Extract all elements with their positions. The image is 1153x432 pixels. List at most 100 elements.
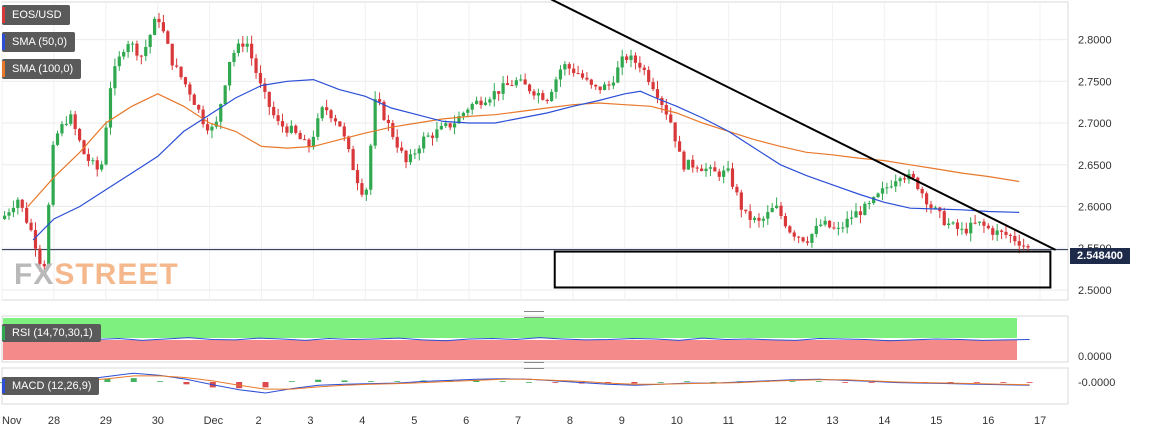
candle-body: [686, 159, 690, 170]
candle-body: [227, 61, 232, 86]
candle-body: [947, 223, 951, 226]
candle-body: [179, 66, 183, 78]
candle-body: [166, 31, 170, 44]
rsi-text: RSI (14,70,30,1): [12, 327, 93, 339]
macd-histogram-bar: [710, 382, 717, 383]
pane-resize-handle-macd[interactable]: [524, 362, 544, 369]
candle-body: [250, 43, 254, 59]
candle-body: [417, 148, 421, 154]
candle-body: [161, 22, 166, 32]
x-tick-label: 9: [619, 415, 625, 427]
candle-body: [797, 236, 801, 238]
candle-body: [704, 168, 708, 172]
candle-body: [779, 205, 783, 217]
candle-body: [197, 104, 201, 110]
candle-body: [691, 159, 695, 168]
macd-text: MACD (12,26,9): [12, 380, 92, 392]
candle-body: [404, 150, 408, 163]
candle-body: [148, 35, 152, 47]
candle-body: [175, 65, 179, 67]
candle-body: [192, 94, 196, 105]
candle-body: [554, 79, 558, 92]
candle-body: [602, 84, 607, 91]
pane-resize-handle-rsi[interactable]: [524, 311, 544, 318]
candle-body: [920, 188, 924, 194]
candle-body: [576, 73, 580, 75]
candle-body: [55, 133, 60, 145]
candle-body: [130, 43, 135, 45]
macd-histogram-bar: [684, 381, 691, 383]
candle-body: [757, 217, 761, 221]
candle-body: [611, 82, 615, 86]
candle-body: [86, 154, 91, 161]
candle-body: [479, 100, 483, 105]
fxstreet-watermark: FXSTREET: [14, 258, 179, 292]
candle-body: [272, 106, 276, 116]
y-tick-label: 2.6500: [1078, 160, 1112, 172]
candle-body: [902, 178, 907, 180]
symbol-label[interactable]: EOS/USD: [2, 5, 70, 25]
macd-histogram-bar: [367, 381, 374, 383]
candle-body: [783, 216, 788, 227]
candle-body: [850, 217, 854, 219]
candle-body: [11, 207, 16, 213]
candle-body: [466, 109, 470, 113]
candle-body: [647, 69, 651, 83]
candle-body: [188, 84, 192, 95]
candle-body: [47, 204, 51, 267]
macd-histogram-bar: [288, 381, 295, 383]
candle-body: [408, 154, 413, 163]
candle-body: [338, 121, 342, 127]
candle-body: [682, 151, 686, 170]
candle-body: [1008, 234, 1013, 236]
candle-body: [541, 93, 545, 100]
candle-body: [713, 167, 717, 172]
candle-body: [25, 207, 29, 223]
candle-body: [33, 230, 38, 249]
candle-body: [898, 178, 902, 182]
candle-body: [113, 66, 117, 89]
symbol-swatch: [2, 7, 5, 23]
x-tick-label: 17: [1034, 415, 1046, 427]
candle-body: [7, 212, 11, 216]
candle-body: [126, 44, 130, 52]
y-tick-label: 2.8000: [1078, 35, 1112, 47]
candle-body: [219, 103, 223, 122]
candle-body: [430, 135, 435, 138]
candle-body: [558, 69, 563, 80]
candle-body: [91, 160, 95, 162]
x-tick-label: 3: [307, 415, 313, 427]
sma100-legend[interactable]: SMA (100,0): [2, 59, 82, 79]
rsi-legend[interactable]: RSI (14,70,30,1): [2, 324, 101, 342]
candle-body: [307, 139, 311, 148]
sma50-line: [32, 78, 1020, 241]
y-tick-label: 2.6000: [1078, 202, 1112, 214]
candle-body: [519, 79, 523, 81]
candle-body: [876, 193, 880, 198]
candle-body: [347, 136, 351, 150]
candle-body: [117, 56, 121, 67]
candle-body: [527, 84, 532, 92]
candle-body: [483, 102, 488, 105]
candle-body: [241, 43, 245, 47]
macd-histogram-bar: [1026, 382, 1033, 383]
candle-body: [214, 121, 218, 127]
candle-body: [823, 220, 827, 225]
candle-body: [964, 228, 968, 234]
x-tick-label: 15: [930, 415, 942, 427]
candle-body: [201, 109, 205, 125]
sma50-legend[interactable]: SMA (50,0): [2, 32, 76, 52]
y-tick-label: 2.7500: [1078, 76, 1112, 88]
macd-legend[interactable]: MACD (12,26,9): [2, 377, 100, 395]
candle-body: [536, 93, 540, 96]
candle-body: [210, 126, 214, 131]
candle-body: [805, 241, 810, 243]
candle-body: [598, 86, 602, 91]
candle-body: [395, 136, 399, 148]
candle-body: [695, 167, 699, 169]
y-tick-label: 2.5000: [1078, 285, 1112, 297]
candle-body: [642, 67, 646, 70]
candle-body: [955, 222, 960, 229]
candle-body: [594, 84, 598, 87]
candle-body: [42, 263, 46, 267]
